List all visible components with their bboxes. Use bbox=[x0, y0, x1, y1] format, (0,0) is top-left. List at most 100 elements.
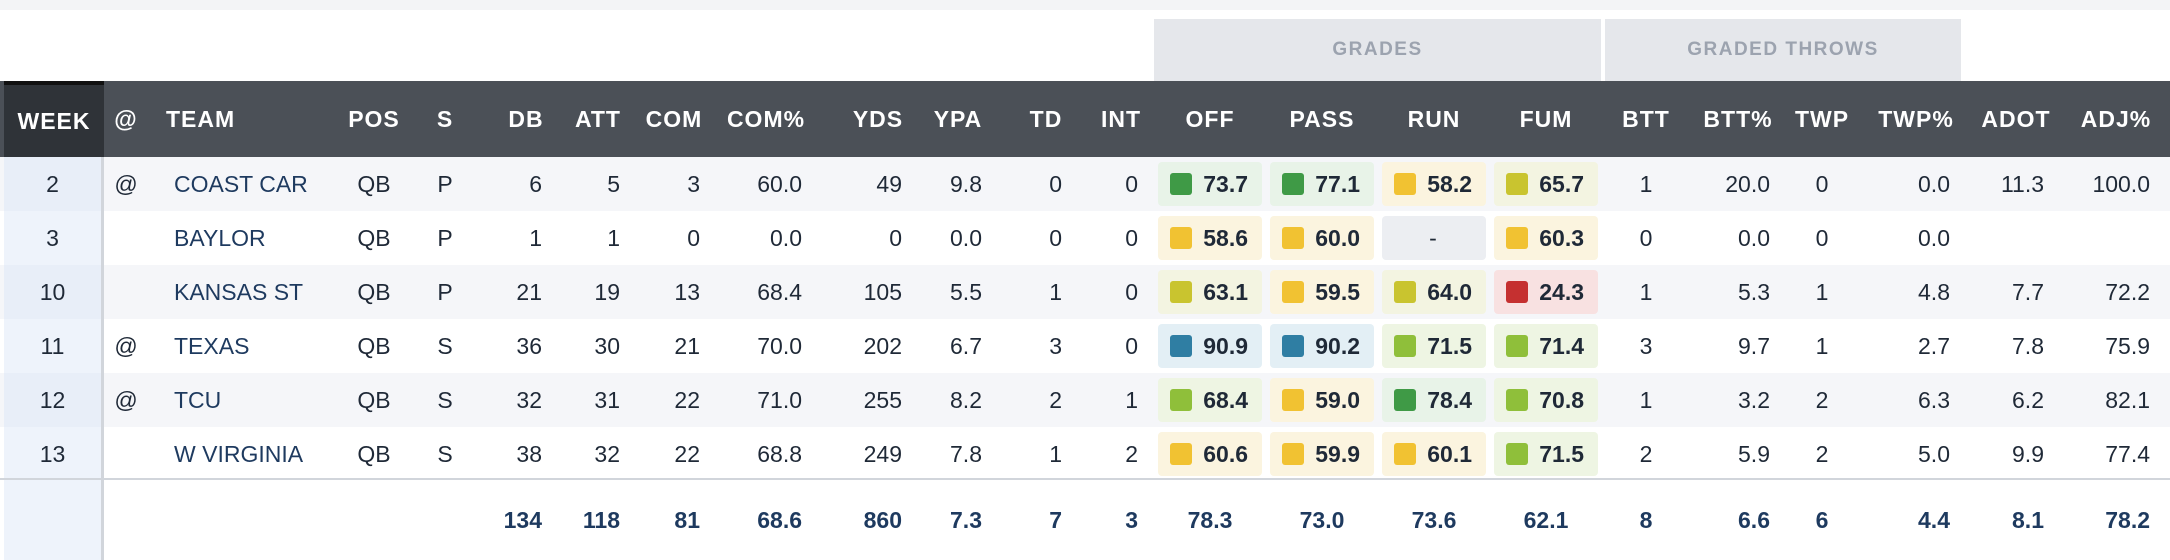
table-row[interactable]: 11 @ TEXAS QB S 36 30 21 70.0 202 6.7 3 0 3 9.7 1 2.7 7.8… bbox=[0, 319, 2170, 373]
grade-swatch-icon bbox=[1506, 335, 1528, 357]
col-run[interactable]: RUN bbox=[1407, 105, 1461, 132]
cell-team[interactable]: BAYLOR bbox=[174, 224, 266, 251]
cell-at bbox=[108, 211, 144, 265]
cell-btt: 0 bbox=[1639, 224, 1653, 251]
cell-btt-pct: 5.3 bbox=[1738, 278, 1770, 305]
cell-btt-pct: 3.2 bbox=[1738, 386, 1770, 413]
total-att: 118 bbox=[582, 506, 620, 533]
cell-yds: 49 bbox=[876, 170, 902, 197]
cell-td: 1 bbox=[1049, 278, 1062, 305]
cell-team[interactable]: W VIRGINIA bbox=[174, 440, 304, 467]
col-twp[interactable]: TWP bbox=[1794, 105, 1850, 132]
cell-att: 19 bbox=[594, 278, 620, 305]
cell-twp-pct: 5.0 bbox=[1918, 440, 1950, 467]
col-btt[interactable]: BTT bbox=[1622, 105, 1670, 132]
table-row[interactable]: 10 KANSAS ST QB P 21 19 13 68.4 105 5.5 1 0 1 5.3 1 4.8… bbox=[0, 265, 2170, 319]
table-row[interactable]: 13 W VIRGINIA QB S 38 32 22 68.8 249 7.8 1 2 2 5.9 2 5.… bbox=[0, 427, 2170, 481]
col-s[interactable]: S bbox=[436, 105, 454, 132]
col-com-pct[interactable]: COM% bbox=[726, 105, 806, 132]
grade-swatch-icon bbox=[1506, 443, 1528, 465]
grade-off: 60.6 bbox=[1158, 432, 1262, 476]
cell-att: 1 bbox=[607, 224, 620, 251]
cell-int: 1 bbox=[1125, 386, 1138, 413]
grades-group-header: GRADES bbox=[1154, 19, 1601, 81]
grade-fum: 71.5 bbox=[1494, 432, 1598, 476]
col-team[interactable]: TEAM bbox=[166, 105, 236, 132]
grade-value: 68.4 bbox=[1203, 386, 1248, 413]
cell-adot: 6.2 bbox=[2012, 386, 2044, 413]
grade-swatch-icon bbox=[1282, 389, 1304, 411]
cell-com: 22 bbox=[674, 440, 700, 467]
total-int: 3 bbox=[1125, 506, 1138, 533]
cell-att: 32 bbox=[594, 440, 620, 467]
cell-com-pct: 71.0 bbox=[757, 386, 802, 413]
cell-twp: 0 bbox=[1815, 170, 1829, 197]
table-row[interactable]: 3 BAYLOR QB P 1 1 0 0.0 0 0.0 0 0 0 0.0 0 0.0 58.6 60.0 - 6… bbox=[0, 211, 2170, 265]
grade-swatch-icon bbox=[1282, 173, 1304, 195]
cell-yds: 255 bbox=[863, 386, 902, 413]
grade-swatch-icon bbox=[1170, 173, 1192, 195]
cell-twp-pct: 0.0 bbox=[1918, 170, 1950, 197]
total-adj-pct: 78.2 bbox=[2105, 506, 2150, 533]
col-ypa[interactable]: YPA bbox=[933, 105, 983, 132]
cell-btt-pct: 9.7 bbox=[1738, 332, 1770, 359]
col-td[interactable]: TD bbox=[1029, 105, 1063, 132]
cell-ypa: 8.2 bbox=[950, 386, 982, 413]
grade-run: - bbox=[1382, 216, 1486, 260]
col-fum[interactable]: FUM bbox=[1519, 105, 1573, 132]
cell-team[interactable]: TCU bbox=[174, 386, 222, 413]
table-row[interactable]: 12 @ TCU QB S 32 31 22 71.0 255 8.2 2 1 1 3.2 2 6.3 6.2 82… bbox=[0, 373, 2170, 427]
grade-value: 65.7 bbox=[1539, 170, 1584, 197]
cell-team[interactable]: KANSAS ST bbox=[174, 278, 304, 305]
cell-s: P bbox=[437, 170, 453, 197]
total-com: 81 bbox=[674, 506, 700, 533]
grade-pass: 59.5 bbox=[1270, 270, 1374, 314]
cell-team[interactable]: TEXAS bbox=[174, 332, 250, 359]
cell-twp: 0 bbox=[1815, 224, 1829, 251]
col-pos[interactable]: POS bbox=[348, 105, 400, 132]
cell-btt-pct: 5.9 bbox=[1738, 440, 1770, 467]
grade-swatch-icon bbox=[1282, 443, 1304, 465]
grade-swatch-icon bbox=[1282, 335, 1304, 357]
cell-yds: 0 bbox=[889, 224, 902, 251]
cell-pos: QB bbox=[357, 440, 391, 467]
col-adj-pct[interactable]: ADJ% bbox=[2080, 105, 2152, 132]
col-week[interactable]: WEEK bbox=[4, 81, 104, 157]
cell-pos: QB bbox=[357, 332, 391, 359]
cell-btt: 3 bbox=[1639, 332, 1653, 359]
col-at[interactable]: @ bbox=[114, 105, 138, 132]
cell-twp-pct: 4.8 bbox=[1918, 278, 1950, 305]
cell-int: 2 bbox=[1125, 440, 1138, 467]
cell-int: 0 bbox=[1125, 278, 1138, 305]
cell-com: 13 bbox=[674, 278, 700, 305]
grade-fum: 71.4 bbox=[1494, 324, 1598, 368]
cell-att: 31 bbox=[594, 386, 620, 413]
totals-row: 134 118 81 68.6 860 7.3 7 3 78.3 73.0 73… bbox=[0, 478, 2170, 560]
total-com-pct: 68.6 bbox=[757, 506, 802, 533]
grade-value: 90.2 bbox=[1315, 332, 1360, 359]
cell-yds: 249 bbox=[863, 440, 902, 467]
col-com[interactable]: COM bbox=[645, 105, 703, 132]
col-pass[interactable]: PASS bbox=[1289, 105, 1355, 132]
cell-week: 2 bbox=[4, 157, 104, 211]
grade-value: 60.6 bbox=[1203, 440, 1248, 467]
table-row[interactable]: 2 @ COAST CAR QB P 6 5 3 60.0 49 9.8 0 0 1 20.0 0 0.0 11.… bbox=[0, 157, 2170, 211]
cell-twp: 1 bbox=[1815, 278, 1829, 305]
col-btt-pct[interactable]: BTT% bbox=[1703, 105, 1773, 132]
cell-at: @ bbox=[114, 332, 138, 359]
cell-team[interactable]: COAST CAR bbox=[174, 170, 308, 197]
col-db[interactable]: DB bbox=[508, 105, 544, 132]
cell-int: 0 bbox=[1125, 170, 1138, 197]
col-int[interactable]: INT bbox=[1100, 105, 1142, 132]
cell-at bbox=[108, 265, 144, 319]
col-off[interactable]: OFF bbox=[1185, 105, 1235, 132]
col-yds[interactable]: YDS bbox=[852, 105, 904, 132]
grade-swatch-icon bbox=[1170, 281, 1192, 303]
total-off: 78.3 bbox=[1187, 506, 1233, 533]
col-adot[interactable]: ADOT bbox=[1981, 105, 2051, 132]
cell-yds: 105 bbox=[863, 278, 902, 305]
col-twp-pct[interactable]: TWP% bbox=[1878, 105, 1954, 132]
col-att[interactable]: ATT bbox=[574, 105, 621, 132]
cell-adj-pct: 75.9 bbox=[2105, 332, 2150, 359]
total-ypa: 7.3 bbox=[950, 506, 982, 533]
